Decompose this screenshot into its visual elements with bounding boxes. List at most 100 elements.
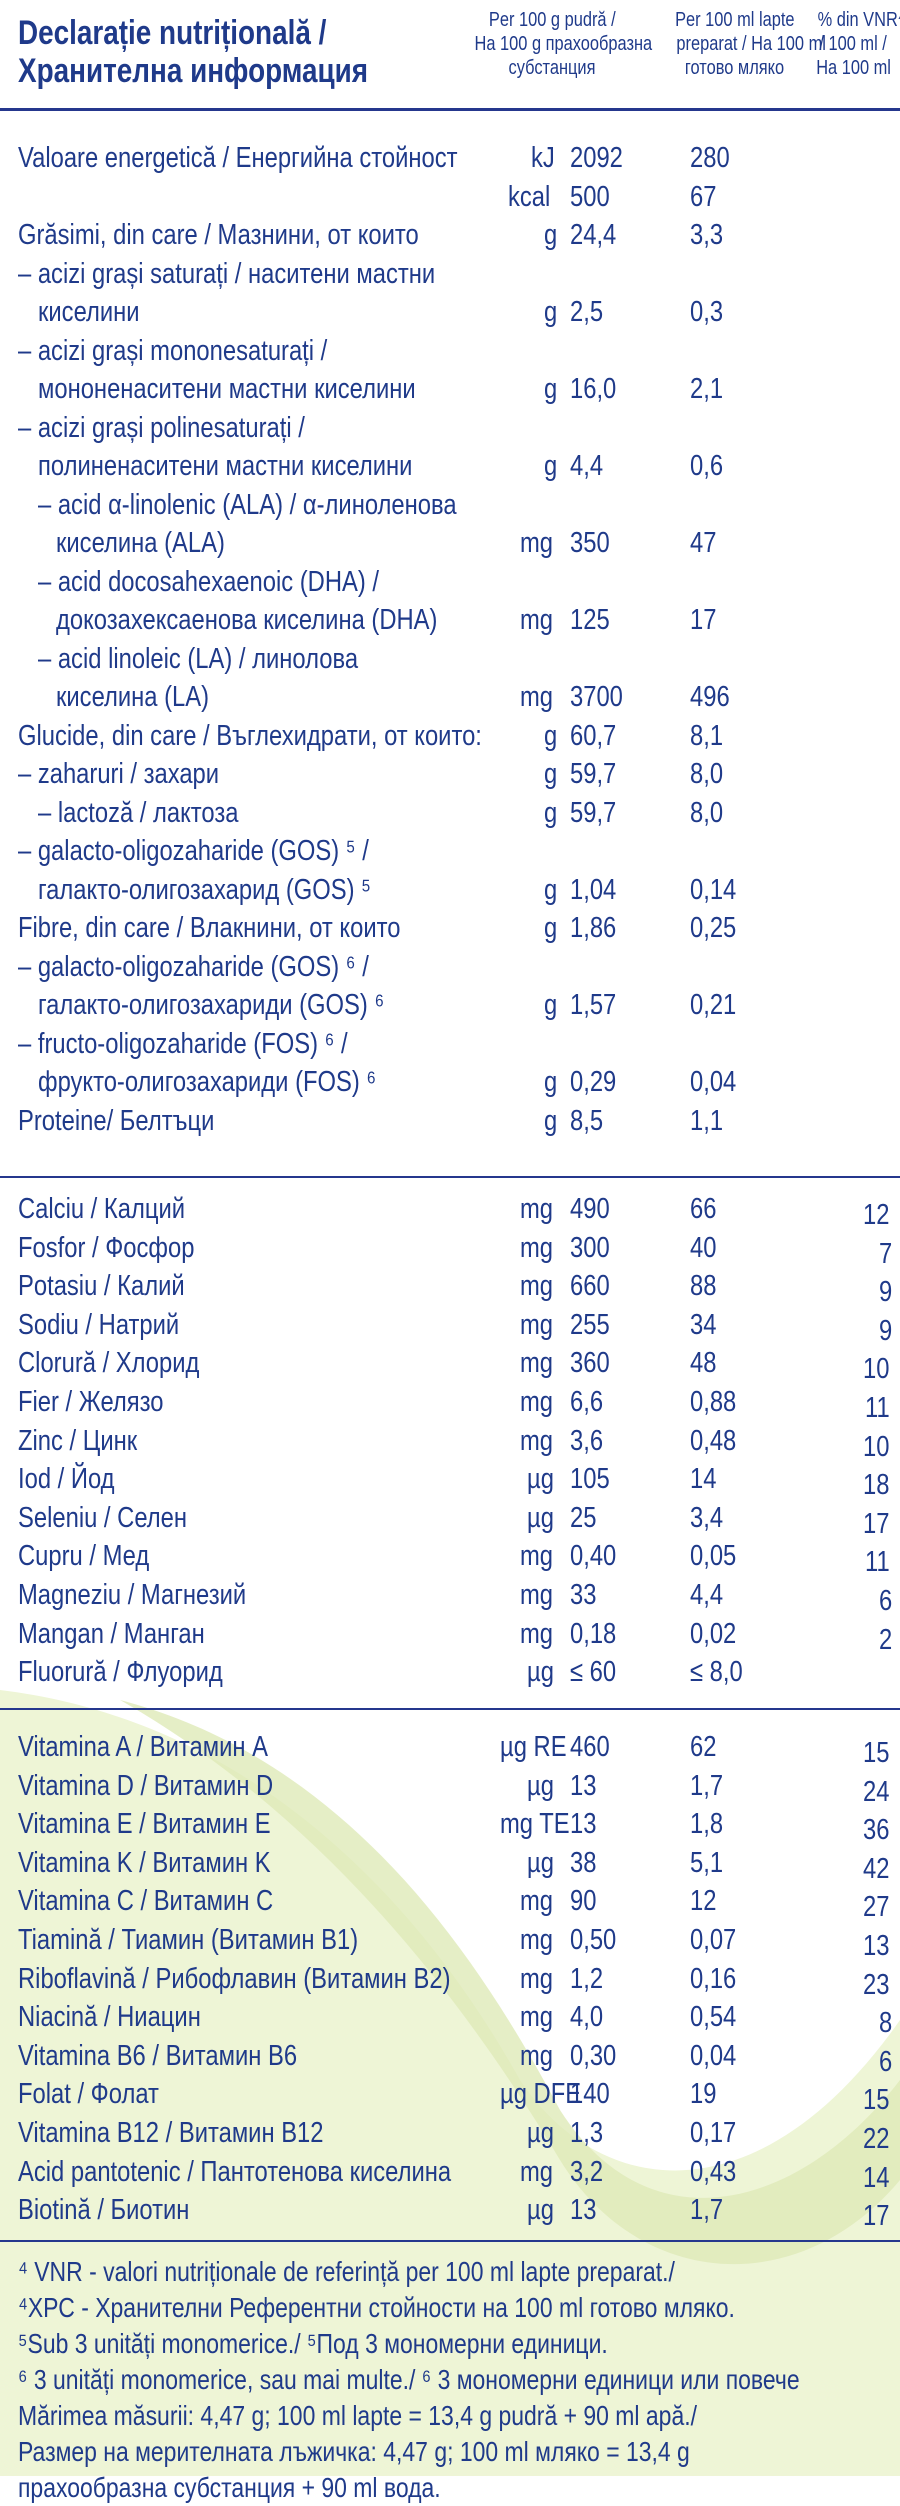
nutrient-label: Seleniu / Селен [18, 1501, 187, 1534]
table-header: Declarație nutrițională / Хранителна инф… [0, 0, 900, 111]
unit-cell: mg [519, 1424, 553, 1457]
vnr-percent-value: 14 [862, 2161, 890, 2194]
nutrient-label: докозахексаенова киселина (DHA) [56, 604, 438, 636]
per-100g-value: 490 [570, 1193, 610, 1225]
per-100g-value: 125 [570, 604, 610, 636]
table-row: галакто-олигозахариди (GOS) ⁶ g 1,57 0,21 [0, 986, 900, 1024]
per-100ml-value: 0,54 [690, 2001, 737, 2034]
table-row: – fructo-oligozaharide (FOS) ⁶ / [0, 1025, 900, 1063]
vnr-percent-value: 6 [878, 2045, 893, 2078]
nutrient-label: Cupru / Мед [18, 1540, 150, 1573]
table-row: – acizi grași saturați / наситени мастни [0, 255, 900, 293]
per-100ml-value [690, 409, 780, 447]
per-100g-value: 4,0 [570, 2001, 604, 2034]
unit-cell: mg [519, 1617, 553, 1650]
vnr-percent-value: 2 [878, 1623, 893, 1656]
unit-cell: g [543, 219, 558, 251]
table-row: Biotină / Биотин µg 13 1,7 17 [0, 2191, 900, 2232]
unit-cell: g [543, 873, 558, 906]
per-100g-value: 25 [570, 1501, 597, 1534]
per-100g-value: 460 [570, 1731, 610, 1763]
per-100ml-value: 0,6 [690, 450, 724, 482]
nutrient-label: Proteine/ Белтъци [18, 1104, 215, 1137]
table-row: – acid α-linolenic (ALA) / α-линоленова [0, 486, 900, 524]
table-row: докозахексаенова киселина (DHA) mg 125 17 [0, 601, 900, 639]
per-100g-value: 60,7 [570, 719, 617, 752]
vnr-percent-value: 22 [862, 2123, 890, 2155]
nutrient-label: киселина (ALA) [56, 527, 225, 559]
table-row: – acid linoleic (LA) / линолова [0, 640, 900, 678]
per-100ml-value: 34 [690, 1308, 717, 1341]
per-100g-value: 1,04 [570, 873, 617, 906]
nutrient-label: Potasiu / Калий [18, 1270, 185, 1303]
per-100g-value: 140 [570, 2078, 610, 2111]
nutrient-label: полиненаситени мастни киселини [38, 450, 413, 482]
nutrient-label: – acid α-linolenic (ALA) / α-линоленова [38, 488, 457, 521]
per-100g-value: 13 [570, 1769, 597, 1802]
table-row: мононенаситени мастни киселини g 16,0 2,1 [0, 370, 900, 408]
per-100ml-value: 0,02 [690, 1617, 737, 1650]
per-100g-value: 0,18 [570, 1617, 617, 1650]
unit-cell: mg TE [500, 1808, 570, 1841]
per-100ml-value: 280 [690, 142, 730, 174]
unit-cell [500, 832, 560, 870]
per-100ml-value: 1,7 [690, 1769, 724, 1802]
per-100g-value: 2,5 [570, 296, 604, 328]
per-100g-value: 4,4 [570, 450, 604, 482]
per-100g-value: 300 [570, 1231, 610, 1264]
vnr-percent-value: 8 [878, 2007, 893, 2040]
per-100g-value: 59,7 [570, 796, 617, 829]
per-100ml-value: 40 [690, 1231, 717, 1264]
table-row: Fluorură / Флуорид µg ≤ 60 ≤ 8,0 [0, 1653, 900, 1691]
nutrient-label: Glucide, din care / Въглехидрати, от кои… [18, 719, 482, 752]
nutrient-label: галакто-олигозахарид (GOS) ⁵ [38, 873, 372, 906]
page-title: Declarație nutrițională / Хранителна инф… [18, 14, 445, 90]
column-header-per-100g: Per 100 g pudră / На 100 g прахообразна … [474, 9, 653, 79]
per-100ml-value: 0,14 [690, 873, 737, 906]
per-100ml-value [690, 1025, 780, 1063]
per-100ml-value [690, 832, 780, 870]
per-100ml-value [690, 948, 780, 986]
nutrient-label: Tiamină / Тиамин (Витамин B1) [18, 1924, 359, 1956]
energy-macros-section: Valoare energetică / Енергийна стойност k… [0, 139, 900, 1178]
nutrient-label: Sodiu / Натрий [18, 1308, 180, 1341]
per-100g-value: 16,0 [570, 373, 617, 405]
unit-cell: kJ [531, 142, 555, 174]
table-row: – acid docosahexaenoic (DHA) / [0, 563, 900, 601]
unit-cell: mg [519, 604, 553, 636]
table-row: Zinc / Цинк mg 3,6 0,48 10 [0, 1422, 900, 1463]
unit-cell: mg [519, 1540, 553, 1573]
unit-cell: mg [519, 2001, 553, 2034]
unit-cell: µg [527, 1846, 555, 1879]
per-100ml-value [690, 563, 780, 601]
unit-cell: mg [519, 1308, 553, 1341]
unit-cell [500, 409, 560, 447]
unit-cell: µg DFE [500, 2078, 582, 2111]
per-100ml-value: 0,05 [690, 1540, 737, 1573]
nutrient-label: – zaharuri / захари [18, 758, 220, 790]
vnr-percent-value: 7 [878, 1237, 893, 1270]
vnr-percent-value: 42 [862, 1852, 890, 1885]
per-100ml-value: 14 [690, 1463, 717, 1496]
nutrient-label: – acizi grași polinesaturați / [18, 411, 305, 444]
unit-cell: kcal [508, 180, 551, 213]
footnote-line: ⁵Sub 3 unități monomerice./ ⁵Под 3 моном… [18, 2328, 608, 2359]
unit-cell: mg [519, 1231, 553, 1264]
nutrient-label: Vitamina E / Витамин E [18, 1808, 271, 1841]
per-100ml-value: 8,0 [690, 796, 724, 829]
per-100ml-value: 8,1 [690, 719, 724, 752]
minerals-section: Calciu / Калций mg 490 66 12 Fosfor / Фосфор m… [0, 1178, 900, 1710]
table-row: Sodiu / Натрий mg 255 34 9 [0, 1306, 900, 1347]
table-row: киселина (ALA) mg 350 47 [0, 524, 900, 562]
unit-cell: µg RE [500, 1731, 567, 1763]
nutrient-label: Zinc / Цинк [18, 1424, 138, 1457]
per-100g-value: 33 [570, 1579, 597, 1611]
table-row: Iod / Йод µg 105 14 18 [0, 1460, 900, 1501]
table-row: Tiamină / Тиамин (Витамин B1) mg 0,50 0,07 1… [0, 1921, 900, 1962]
vnr-percent-value: 9 [878, 1276, 893, 1309]
nutrient-label: – acid linoleic (LA) / линолова [38, 642, 359, 675]
per-100ml-value: 0,07 [690, 1924, 737, 1956]
table-row: фрукто-олигозахариди (FOS) ⁶ g 0,29 0,04 [0, 1063, 900, 1101]
table-row: Fier / Желязо mg 6,6 0,88 11 [0, 1383, 900, 1424]
nutrient-label: Calciu / Калций [18, 1193, 186, 1225]
